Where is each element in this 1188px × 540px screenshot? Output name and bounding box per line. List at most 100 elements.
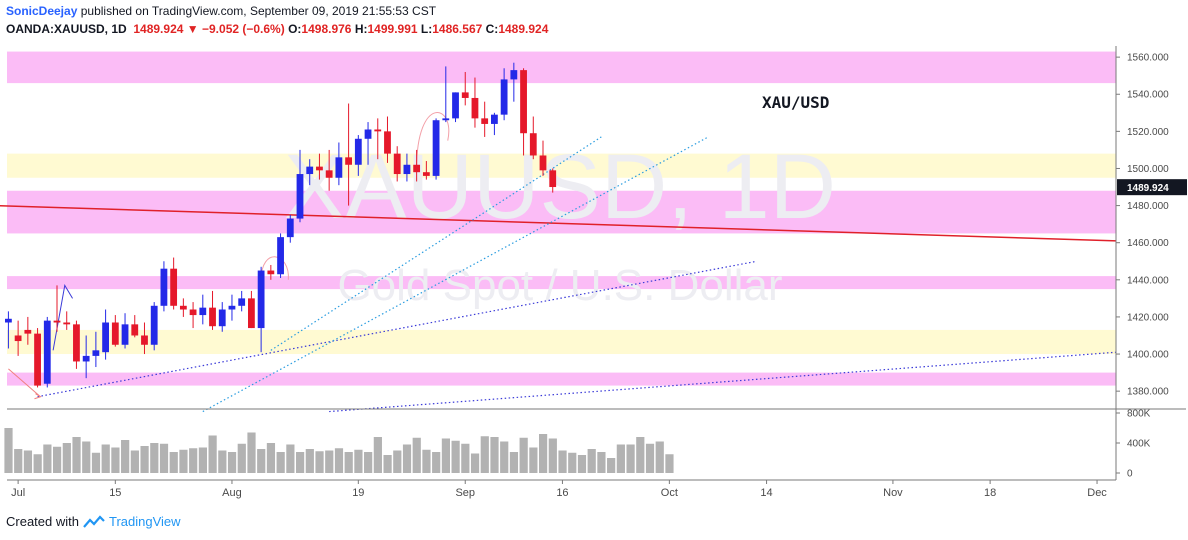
high-label: H: xyxy=(354,22,368,36)
candle-body xyxy=(218,309,226,327)
volume-bar xyxy=(4,428,13,473)
candle-body xyxy=(335,157,343,178)
price-tick-label: 1500.000 xyxy=(1127,164,1169,175)
candle-body xyxy=(345,157,352,165)
price-tick-label: 1560.000 xyxy=(1127,53,1169,64)
volume-bar xyxy=(548,438,557,473)
volume-bar xyxy=(296,452,305,473)
candle-body xyxy=(121,324,129,345)
footer: Created with TradingView xyxy=(6,514,181,529)
volume-bar xyxy=(451,440,460,473)
volume-bar xyxy=(276,452,285,473)
candle-body xyxy=(267,270,275,275)
candle-body xyxy=(364,129,372,139)
volume-bar xyxy=(558,450,567,473)
volume-bar xyxy=(121,440,130,473)
candle-body xyxy=(141,335,148,345)
candle-body xyxy=(150,305,158,345)
candle-body xyxy=(422,172,430,176)
volume-bar xyxy=(315,451,324,473)
time-tick-label: Nov xyxy=(883,487,903,499)
volume-bar xyxy=(509,452,519,473)
candle-body xyxy=(413,164,421,173)
zones-layer xyxy=(7,51,1116,386)
candles-layer xyxy=(5,62,557,388)
candle-body xyxy=(549,170,557,188)
volume-bar xyxy=(130,450,139,473)
close-value: 1489.924 xyxy=(498,22,549,36)
candle-body xyxy=(43,320,51,384)
close-label: C: xyxy=(485,22,499,36)
candle-body xyxy=(491,114,498,124)
axes-layer: 1380.000 1400.000 1420.000 1440.000 1460.000… xyxy=(7,46,1187,499)
curve-drawing-2 xyxy=(416,112,450,169)
volume-bar xyxy=(247,432,256,473)
candle-body xyxy=(374,129,382,132)
volume-bar xyxy=(665,454,674,473)
volume-bar xyxy=(208,435,217,473)
volume-bar xyxy=(43,444,52,473)
zone-resistance-3 xyxy=(7,276,1116,290)
volume-bar xyxy=(334,448,344,473)
volume-bar xyxy=(364,452,373,473)
volume-bar xyxy=(636,437,645,473)
candle-body xyxy=(481,118,489,124)
volume-bar xyxy=(286,444,295,473)
volume-bar xyxy=(257,449,266,473)
volume-bar xyxy=(266,443,276,473)
volume-bar xyxy=(412,437,421,473)
volume-bar xyxy=(490,437,499,473)
candle-body xyxy=(461,92,469,98)
volume-bar xyxy=(14,449,23,473)
volume-bar xyxy=(91,452,101,473)
tradingview-logo-icon xyxy=(83,514,105,528)
candle-body xyxy=(14,335,22,342)
candle-body xyxy=(238,298,246,306)
candle-body xyxy=(102,322,109,353)
candle-body xyxy=(520,70,527,134)
time-tick-label: 16 xyxy=(556,487,568,499)
author-link[interactable]: SonicDeejay xyxy=(6,4,78,18)
volume-bar xyxy=(480,436,489,473)
candle-body xyxy=(354,138,362,165)
tradingview-brand[interactable]: TradingView xyxy=(108,514,181,529)
volume-bar xyxy=(432,452,441,473)
low-label: L: xyxy=(420,22,433,36)
volume-bar xyxy=(218,450,227,473)
candle-body xyxy=(442,118,450,121)
candle-body xyxy=(452,92,459,119)
price-tick-label: 1520.000 xyxy=(1127,127,1169,138)
candle-body xyxy=(199,307,207,316)
volume-bar xyxy=(393,450,402,473)
candle-body xyxy=(34,333,41,386)
symbol-label: OANDA:XAUUSD, 1D xyxy=(6,22,127,36)
zone-resistance-0 xyxy=(7,51,1116,84)
candle-body xyxy=(277,237,284,275)
candle-body xyxy=(189,309,197,316)
candle-body xyxy=(228,305,236,310)
volume-bar xyxy=(373,437,382,473)
published-text: published on TradingView.com, September … xyxy=(80,4,437,18)
candle-body xyxy=(170,268,178,306)
volume-tick-label: 400K xyxy=(1127,439,1151,450)
ohlc-legend: OANDA:XAUUSD, 1D 1489.924 ▼ −9.052 (−0.6… xyxy=(6,22,548,36)
candle-body xyxy=(63,322,71,325)
price-tick-label: 1420.000 xyxy=(1127,312,1169,323)
volume-bar xyxy=(344,452,353,473)
volume-bar xyxy=(62,443,71,473)
current-price-marker xyxy=(1117,179,1187,196)
candle-body xyxy=(539,155,547,171)
volume-tick-label: 800K xyxy=(1127,409,1151,420)
zone-resistance-5 xyxy=(7,372,1116,386)
candle-body xyxy=(296,174,304,219)
candle-body xyxy=(325,170,333,178)
candle-body xyxy=(432,120,440,176)
volume-layer xyxy=(4,428,674,473)
down-arrow-icon: ▼ xyxy=(186,22,199,36)
volume-bar xyxy=(354,449,363,473)
annotation-label: XAU/USD xyxy=(762,93,829,112)
volume-bar xyxy=(383,455,392,473)
candle-body xyxy=(111,322,119,345)
candle-body xyxy=(92,350,100,356)
